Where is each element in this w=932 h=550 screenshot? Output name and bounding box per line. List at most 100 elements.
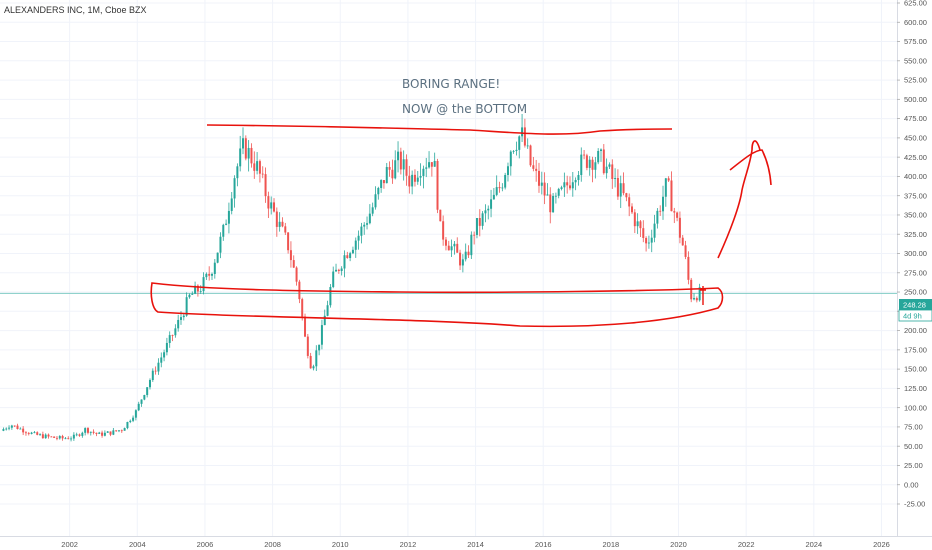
candle-body — [126, 421, 129, 429]
price-tick-label: 350.00 — [904, 211, 927, 220]
candle-body — [447, 245, 450, 251]
candle-body — [605, 166, 608, 174]
candle-body — [433, 160, 436, 167]
candle-body — [506, 166, 509, 175]
price-tick-label: 625.00 — [904, 0, 927, 8]
candle-body — [425, 167, 428, 169]
candle-body — [185, 297, 188, 316]
candle-body — [53, 436, 56, 438]
candle-body — [357, 235, 360, 241]
price-tick-label: 125.00 — [904, 384, 927, 393]
candle-body — [687, 256, 690, 280]
candle-body — [289, 250, 292, 261]
candle-body — [698, 287, 701, 301]
candle-body — [312, 366, 315, 369]
candle-body — [546, 194, 549, 196]
candle-body — [346, 255, 349, 258]
candle-body — [337, 269, 340, 271]
user-drawings[interactable] — [150, 124, 772, 328]
candle-body — [117, 430, 120, 432]
candle-body — [273, 202, 276, 212]
candle-body — [182, 315, 185, 318]
candle-body — [526, 145, 529, 147]
price-tick-label: -25.00 — [904, 500, 925, 509]
candle-body — [205, 273, 208, 278]
candle-body — [653, 223, 656, 238]
candle-body — [673, 211, 676, 213]
upward-arrow-icon[interactable] — [717, 140, 761, 259]
price-axis[interactable]: 625.00 600.00 575.00 550.00 525.00 500.00 475.… — [897, 0, 927, 537]
candle-body — [196, 285, 199, 292]
candle-body — [233, 178, 236, 199]
candle-body — [670, 180, 673, 212]
candle-body — [323, 315, 326, 326]
candle-body — [363, 224, 366, 227]
candle-body — [354, 240, 357, 250]
time-tick-label: 2008 — [264, 540, 281, 549]
candle-body — [304, 316, 307, 337]
candle-body — [213, 262, 216, 274]
candle-body — [349, 253, 352, 258]
range-top-line[interactable] — [206, 124, 673, 135]
price-tick-label: 25.00 — [904, 461, 923, 470]
candle-body — [602, 149, 605, 174]
candle-body — [36, 432, 39, 435]
candle-body — [295, 267, 298, 282]
candle-body — [461, 259, 464, 266]
time-tick-label: 2004 — [129, 540, 146, 549]
candle-body — [134, 410, 137, 418]
price-tick-label: 425.00 — [904, 153, 927, 162]
candle-body — [258, 161, 261, 174]
candle-body — [22, 428, 25, 433]
price-tick-label: 475.00 — [904, 114, 927, 123]
candle-body — [636, 221, 639, 227]
candle-body — [81, 432, 84, 436]
candle-body — [667, 178, 670, 181]
candle-body — [656, 210, 659, 224]
candle-body — [509, 151, 512, 167]
price-tick-label: 250.00 — [904, 288, 927, 297]
candle-body — [622, 183, 625, 194]
time-tick-label: 2010 — [332, 540, 349, 549]
candle-body — [171, 335, 174, 336]
candle-body — [532, 165, 535, 169]
range-bottom-channel[interactable] — [150, 282, 724, 328]
candle-body — [109, 431, 112, 435]
candle-body — [174, 328, 177, 336]
candle-body — [543, 182, 546, 196]
last-price-value: 248.28 — [903, 301, 926, 310]
candle-body — [318, 344, 321, 351]
candle-body — [320, 325, 323, 345]
candle-body — [571, 182, 574, 189]
annotation-line-1: BORING RANGE! — [402, 77, 500, 91]
time-axis[interactable]: 2002 2004 2006 2008 2010 2012 2014 2016 2018 2020… — [0, 536, 932, 550]
candle-body — [577, 175, 580, 181]
candle-body — [106, 431, 109, 433]
candle-body — [368, 213, 371, 224]
candle-body — [535, 168, 538, 171]
candle-body — [650, 237, 653, 243]
candle-body — [464, 251, 467, 260]
candle-body — [84, 428, 87, 433]
price-tick-label: 575.00 — [904, 37, 927, 46]
candle-body — [664, 178, 667, 197]
candle-body — [120, 430, 123, 432]
candle-countdown: 4d 9h — [903, 312, 922, 321]
last-price-bracket[interactable] — [700, 286, 706, 305]
candle-body — [371, 207, 374, 214]
price-tick-label: 300.00 — [904, 249, 927, 258]
candle-body — [151, 370, 154, 381]
candle-body — [413, 174, 416, 182]
candle-body — [552, 195, 555, 213]
price-tick-label: 175.00 — [904, 345, 927, 354]
candle-body — [146, 387, 149, 396]
candle-body — [270, 202, 273, 209]
candle-body — [681, 237, 684, 246]
candle-body — [588, 159, 591, 168]
candle-body — [693, 298, 696, 300]
candle-body — [436, 160, 439, 210]
candle-body — [329, 286, 332, 306]
candle-body — [157, 362, 160, 372]
candle-body — [275, 211, 278, 227]
